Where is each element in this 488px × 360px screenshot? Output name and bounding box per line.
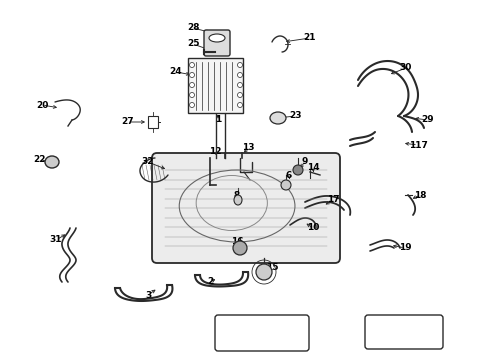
Circle shape	[237, 63, 242, 68]
Circle shape	[256, 264, 271, 280]
Text: 15: 15	[265, 264, 278, 273]
Circle shape	[237, 82, 242, 87]
Text: 6: 6	[285, 171, 291, 180]
Ellipse shape	[234, 195, 242, 205]
Ellipse shape	[45, 156, 59, 168]
FancyBboxPatch shape	[203, 30, 229, 56]
FancyBboxPatch shape	[152, 153, 339, 263]
Text: 3: 3	[144, 291, 151, 300]
Text: 14: 14	[306, 163, 319, 172]
Text: 4: 4	[411, 328, 417, 337]
Text: 31: 31	[50, 235, 62, 244]
Text: 13: 13	[241, 144, 254, 153]
Text: 12: 12	[208, 148, 221, 157]
Text: 117: 117	[408, 140, 427, 149]
Circle shape	[292, 165, 303, 175]
Text: 17: 17	[326, 195, 339, 204]
Text: 30: 30	[399, 63, 411, 72]
Circle shape	[232, 241, 246, 255]
Text: 32: 32	[142, 158, 154, 166]
Text: 9: 9	[301, 158, 307, 166]
Text: 27: 27	[122, 117, 134, 126]
Circle shape	[189, 63, 194, 68]
Text: 21: 21	[303, 33, 316, 42]
Ellipse shape	[208, 34, 224, 42]
Ellipse shape	[269, 112, 285, 124]
Text: 20: 20	[36, 100, 48, 109]
Bar	[148, 116, 158, 128]
Text: 1: 1	[214, 116, 221, 125]
Circle shape	[237, 72, 242, 77]
Circle shape	[189, 93, 194, 98]
Circle shape	[189, 82, 194, 87]
Text: 10: 10	[306, 224, 319, 233]
FancyBboxPatch shape	[215, 315, 308, 351]
Text: 2: 2	[206, 278, 213, 287]
Text: 29: 29	[421, 116, 433, 125]
Text: 18: 18	[413, 190, 426, 199]
Text: 26: 26	[215, 77, 228, 86]
Circle shape	[189, 72, 194, 77]
Circle shape	[237, 93, 242, 98]
Text: 28: 28	[186, 23, 199, 32]
Text: 8: 8	[233, 192, 240, 201]
Bar	[187, 58, 243, 113]
Text: 25: 25	[186, 40, 199, 49]
Text: 19: 19	[398, 243, 410, 252]
Circle shape	[237, 103, 242, 108]
Text: 5: 5	[264, 325, 270, 334]
Text: 22: 22	[34, 156, 46, 165]
FancyBboxPatch shape	[364, 315, 442, 349]
Circle shape	[281, 180, 290, 190]
Text: 16: 16	[230, 238, 243, 247]
Text: 24: 24	[169, 68, 182, 77]
Circle shape	[189, 103, 194, 108]
Text: 23: 23	[288, 112, 301, 121]
